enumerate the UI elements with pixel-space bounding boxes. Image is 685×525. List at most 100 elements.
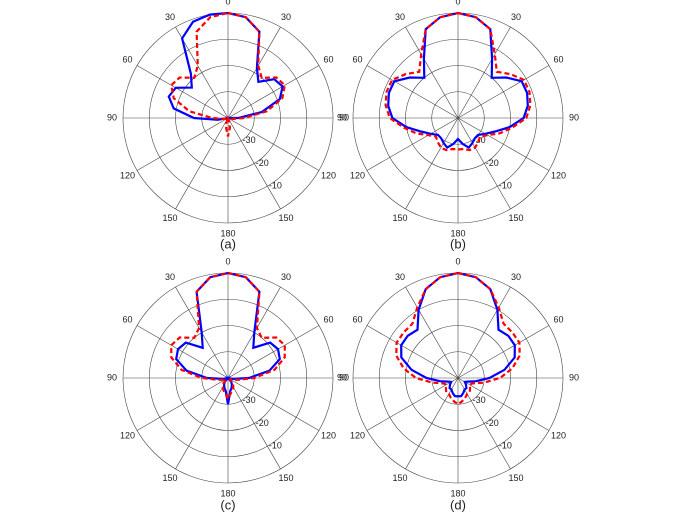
pattern-line: [400, 271, 516, 398]
spoke: [457, 286, 511, 379]
pattern-line: [167, 11, 284, 121]
theta-tick-label: 120: [321, 170, 336, 180]
r-tick-label: -10: [499, 441, 512, 451]
theta-tick-label: 120: [551, 170, 566, 180]
spoke: [136, 117, 229, 171]
theta-tick-label: 180: [220, 488, 235, 498]
theta-tick-label: 90: [339, 112, 349, 122]
r-tick-label: -20: [256, 158, 269, 168]
theta-tick-label: 60: [123, 314, 133, 324]
theta-tick-label: 150: [162, 473, 177, 483]
spoke: [227, 117, 320, 171]
theta-tick-label: 90: [339, 372, 349, 382]
r-tick-label: -10: [269, 441, 282, 451]
spoke: [366, 377, 459, 431]
theta-tick-label: 30: [395, 12, 405, 22]
theta-tick-label: 30: [395, 272, 405, 282]
theta-tick-label: 180: [450, 228, 465, 238]
theta-tick-label: 60: [353, 54, 363, 64]
theta-tick-label: 150: [392, 473, 407, 483]
spoke: [227, 26, 281, 119]
theta-tick-label: 0: [225, 0, 230, 6]
theta-tick-label: 30: [165, 272, 175, 282]
theta-tick-label: 120: [551, 430, 566, 440]
theta-tick-label: 60: [353, 314, 363, 324]
theta-tick-label: 30: [281, 12, 291, 22]
theta-tick-label: 90: [569, 372, 579, 382]
pattern-line: [387, 11, 529, 150]
spoke: [175, 26, 229, 119]
theta-tick-label: 150: [392, 213, 407, 223]
theta-tick-label: 90: [107, 112, 117, 122]
theta-tick-label: 150: [278, 213, 293, 223]
pattern-line: [175, 271, 281, 405]
theta-tick-label: 150: [162, 213, 177, 223]
theta-tick-label: 60: [553, 54, 563, 64]
spoke: [366, 325, 459, 379]
spoke: [366, 65, 459, 119]
r-tick-label: -30: [243, 135, 256, 145]
spoke: [227, 65, 320, 119]
theta-tick-label: 60: [323, 54, 333, 64]
theta-tick-label: 120: [120, 170, 135, 180]
theta-tick-label: 90: [569, 112, 579, 122]
spoke: [175, 377, 229, 470]
spoke: [227, 117, 281, 210]
theta-tick-label: 180: [220, 228, 235, 238]
spoke: [457, 26, 511, 119]
theta-tick-label: 0: [455, 0, 460, 6]
spoke: [457, 325, 550, 379]
theta-tick-label: 120: [120, 430, 135, 440]
spoke: [175, 117, 229, 210]
theta-tick-label: 120: [350, 170, 365, 180]
spoke: [457, 65, 550, 119]
theta-tick-label: 0: [225, 256, 230, 266]
spoke: [405, 377, 459, 470]
theta-tick-label: 120: [321, 430, 336, 440]
r-tick-label: -20: [256, 418, 269, 428]
theta-tick-label: 0: [455, 256, 460, 266]
theta-tick-label: 90: [337, 112, 347, 122]
theta-tick-label: 150: [278, 473, 293, 483]
spoke: [136, 377, 229, 431]
spoke: [405, 26, 459, 119]
caption: (b): [450, 236, 466, 251]
caption: (a): [220, 236, 236, 251]
theta-tick-label: 30: [511, 272, 521, 282]
theta-tick-label: 60: [553, 314, 563, 324]
spoke: [227, 377, 320, 431]
spoke: [405, 117, 459, 210]
theta-tick-label: 150: [508, 473, 523, 483]
r-tick-label: -20: [486, 418, 499, 428]
theta-tick-label: 60: [123, 54, 133, 64]
r-tick-label: -30: [473, 395, 486, 405]
spoke: [136, 65, 229, 119]
r-tick-label: -10: [269, 181, 282, 191]
pattern-line: [395, 271, 521, 406]
pattern-line: [384, 11, 532, 152]
spoke: [136, 325, 229, 379]
spoke: [457, 117, 550, 171]
theta-tick-label: 30: [165, 12, 175, 22]
spoke: [457, 377, 511, 470]
theta-tick-label: 180: [450, 488, 465, 498]
r-tick-label: -20: [486, 158, 499, 168]
theta-tick-label: 30: [281, 272, 291, 282]
caption: (c): [220, 497, 235, 512]
r-tick-label: -10: [499, 181, 512, 191]
theta-tick-label: 120: [350, 430, 365, 440]
r-tick-label: -30: [243, 395, 256, 405]
theta-tick-label: 150: [508, 213, 523, 223]
theta-tick-label: 90: [107, 372, 117, 382]
theta-tick-label: 90: [337, 372, 347, 382]
spoke: [366, 117, 459, 171]
spoke: [457, 117, 511, 210]
spoke: [227, 377, 281, 470]
theta-tick-label: 60: [323, 314, 333, 324]
spoke: [227, 325, 320, 379]
theta-tick-label: 30: [511, 12, 521, 22]
spoke: [457, 377, 550, 431]
spoke: [405, 286, 459, 379]
caption: (d): [450, 497, 466, 512]
